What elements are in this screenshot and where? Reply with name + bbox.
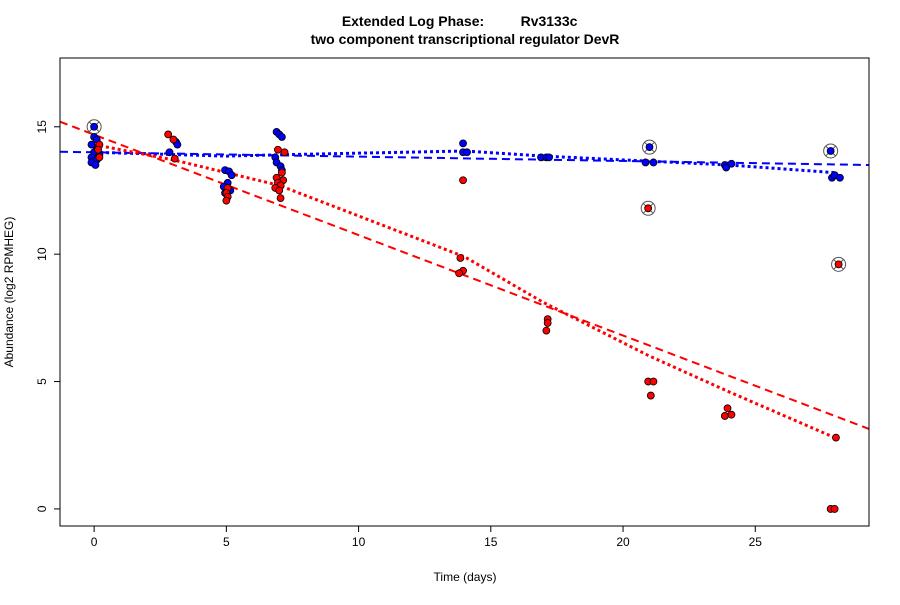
y-tick-label: 10 [35,247,49,261]
data-point [834,260,843,269]
data-point [722,163,731,172]
plot-area: 0 5 10 15 20 25 0 5 10 15 [35,119,869,549]
data-point [455,269,463,278]
data-point [94,145,102,154]
x-tick-label: 15 [484,535,498,549]
outlier-ring [641,139,657,155]
data-point [169,135,178,144]
data-point [459,176,467,185]
outlier-ring [640,200,656,216]
linear-fit-line [60,150,869,167]
outlier-ring [831,256,847,272]
data-point [276,194,285,203]
data-point [170,154,179,163]
data-point [727,159,736,168]
y-tick-label: 15 [35,120,49,134]
x-tick-label: 5 [223,535,230,549]
plot-frame [59,57,870,527]
y-axis-label: Abundance (log2 RPMHEG) [2,217,16,368]
data-point [280,148,289,157]
data-point [645,143,654,152]
data-point [830,505,839,513]
data-point [646,391,655,400]
data-point [275,186,284,195]
data-point [644,204,653,213]
outlier-ring [823,143,839,159]
linear-fit-line [60,120,869,430]
data-point [277,133,286,141]
data-point [543,319,552,327]
x-axis-label: Time (days) [434,570,497,584]
data-point [274,145,282,154]
data-point [95,153,104,162]
x-tick-label: 20 [616,535,630,549]
data-point [649,158,658,167]
chart-subtitle: two component transcriptional regulator … [311,31,620,47]
x-tick-label: 0 [91,535,98,549]
data-point [720,412,729,420]
chart-title-right: Rv3133c [521,13,578,29]
data-point [545,153,553,162]
y-tick-label: 5 [35,378,49,385]
data-point [463,148,471,157]
data-point [227,171,236,180]
data-point [277,168,286,177]
data-point [164,130,173,139]
data-point [836,173,844,182]
data-point [173,140,182,149]
data-point [641,158,650,167]
data-point [87,140,96,149]
y-tick-label: 0 [35,505,49,512]
x-tick-label: 10 [352,535,366,549]
data-point [826,147,835,155]
data-point [459,139,467,148]
data-point [723,404,732,413]
data-point [832,433,840,442]
data-point [649,377,658,386]
smooth-fit-line [93,143,836,439]
chart-title-left: Extended Log Phase: [342,13,484,29]
data-point [222,196,231,205]
x-tick-label: 25 [749,535,763,549]
smooth-fit-line [94,149,835,175]
data-point [542,326,551,335]
data-point [165,148,174,157]
data-point [727,410,736,419]
data-point [456,254,465,262]
data-point [91,161,100,169]
data-point [90,122,99,131]
